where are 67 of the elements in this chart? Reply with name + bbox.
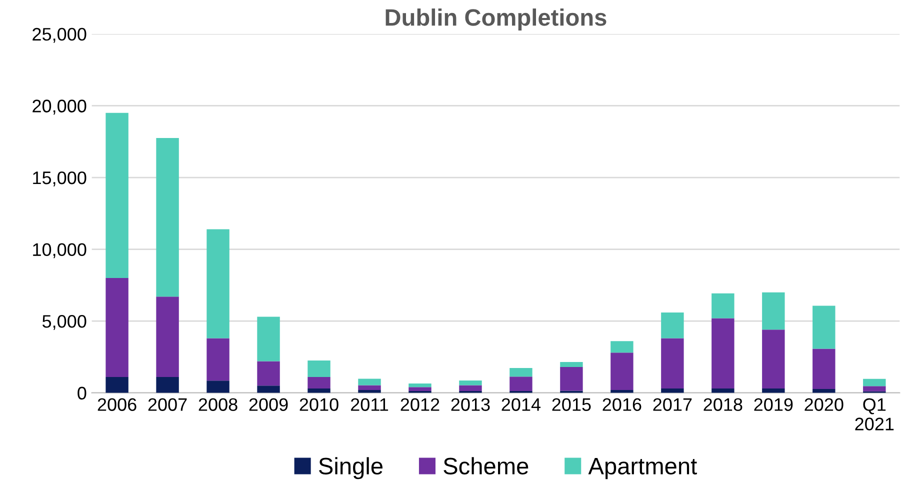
bar: [661, 312, 684, 338]
bar: [762, 292, 785, 330]
x-tick-label: 2012: [400, 398, 440, 411]
bar: [812, 388, 836, 393]
bar: [308, 388, 330, 393]
bar: [560, 367, 583, 391]
bar: [257, 361, 280, 386]
bar: [459, 385, 482, 391]
bar: [762, 388, 785, 393]
bar: [106, 278, 128, 378]
bar: [308, 360, 330, 378]
legend-label: Scheme: [444, 457, 528, 475]
x-tick-label: 2020: [804, 398, 844, 411]
y-tick-label: 20,000: [32, 100, 86, 115]
legend-label: Single: [318, 457, 382, 480]
x-tick-label: Q1 2021: [855, 398, 894, 430]
y-tick-label: 5,000: [42, 315, 86, 330]
bar: [510, 368, 532, 377]
bar: [106, 377, 128, 393]
bar: [257, 386, 280, 393]
x-tick-label: 2014: [502, 398, 541, 411]
bar: [257, 316, 280, 362]
bar: [106, 112, 128, 278]
x-tick-label: 2016: [602, 398, 642, 411]
bar: [610, 352, 634, 390]
bar: [661, 338, 684, 389]
bar: [206, 338, 230, 381]
chart-title: Dublin Completions: [386, 8, 606, 31]
bar: [308, 377, 330, 389]
bar: [712, 293, 734, 318]
bar: [812, 348, 836, 389]
y-tick-label: 15,000: [33, 171, 86, 186]
bar: [712, 388, 734, 393]
bar: [408, 384, 432, 388]
bar: [510, 376, 532, 391]
x-tick-label: 2006: [98, 398, 136, 411]
y-tick-label: 10,000: [33, 243, 86, 258]
x-tick-label: 2019: [754, 398, 793, 411]
bar: [610, 341, 634, 353]
x-tick-label: 2010: [300, 398, 338, 411]
x-tick-label: 2009: [249, 398, 288, 411]
bar: [762, 330, 785, 389]
bar: [863, 386, 886, 392]
x-tick-label: 2018: [704, 398, 742, 411]
bar: [358, 385, 381, 390]
bar: [560, 362, 583, 368]
bar: [156, 377, 179, 393]
x-tick-label: 2013: [451, 398, 490, 411]
x-tick-label: 2008: [198, 398, 238, 411]
bar: [206, 380, 230, 393]
bar: [206, 229, 230, 338]
bar: [863, 378, 886, 386]
bar: [812, 306, 836, 349]
bar: [408, 387, 432, 391]
bar: [156, 138, 179, 297]
bar: [459, 380, 482, 386]
x-tick-label: 2017: [653, 398, 692, 411]
legend-label: Apartment: [588, 458, 697, 480]
bar: [358, 378, 381, 386]
x-tick-label: 2011: [350, 398, 388, 411]
y-tick-label: 25,000: [32, 28, 86, 43]
x-tick-label: 2015: [552, 398, 591, 411]
y-tick-label: 0: [78, 386, 86, 400]
x-tick-label: 2007: [148, 398, 187, 411]
bar: [156, 296, 179, 378]
bar: [661, 388, 684, 393]
bar: [712, 318, 734, 389]
